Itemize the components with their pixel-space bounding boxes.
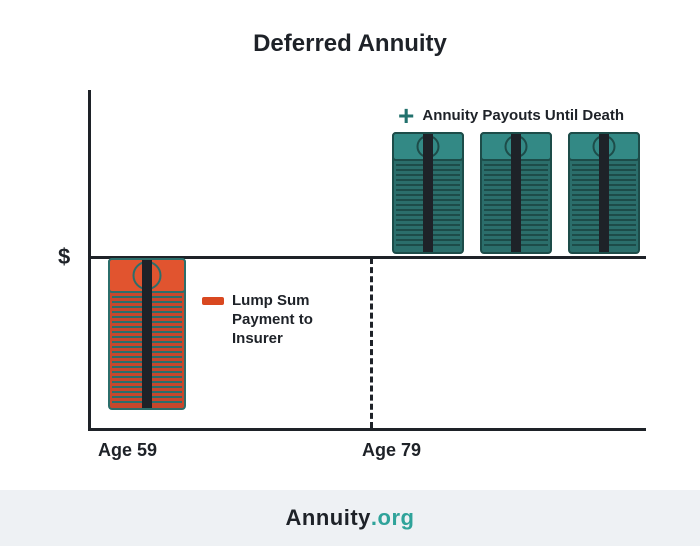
phase-divider bbox=[370, 258, 373, 428]
footer-bar: Annuity.org bbox=[0, 490, 700, 546]
chart-title: Deferred Annuity bbox=[0, 30, 700, 58]
minus-icon bbox=[202, 297, 224, 305]
infographic-frame: Deferred Annuity $ Age 59 Age 79 + Annui… bbox=[0, 0, 700, 546]
legend-lump-sum-label: Lump SumPayment toInsurer bbox=[232, 292, 313, 348]
brand-logo: Annuity.org bbox=[286, 505, 415, 531]
legend-payouts: + Annuity Payouts Until Death bbox=[398, 100, 624, 132]
payout-stack-3 bbox=[568, 132, 640, 254]
x-tick-age-79: Age 79 bbox=[362, 440, 421, 461]
legend-payouts-label: Annuity Payouts Until Death bbox=[422, 107, 624, 126]
brand-tld: .org bbox=[371, 505, 415, 530]
y-axis-label: $ bbox=[58, 244, 70, 270]
x-axis-bottom bbox=[88, 428, 646, 431]
x-tick-age-59: Age 59 bbox=[98, 440, 157, 461]
plus-icon: + bbox=[398, 100, 414, 132]
payout-stack-1 bbox=[392, 132, 464, 254]
lump-sum-stack bbox=[108, 258, 186, 410]
legend-lump-sum: Lump SumPayment toInsurer bbox=[202, 292, 313, 348]
payout-stack-2 bbox=[480, 132, 552, 254]
y-axis bbox=[88, 90, 91, 431]
brand-main: Annuity bbox=[286, 505, 371, 530]
